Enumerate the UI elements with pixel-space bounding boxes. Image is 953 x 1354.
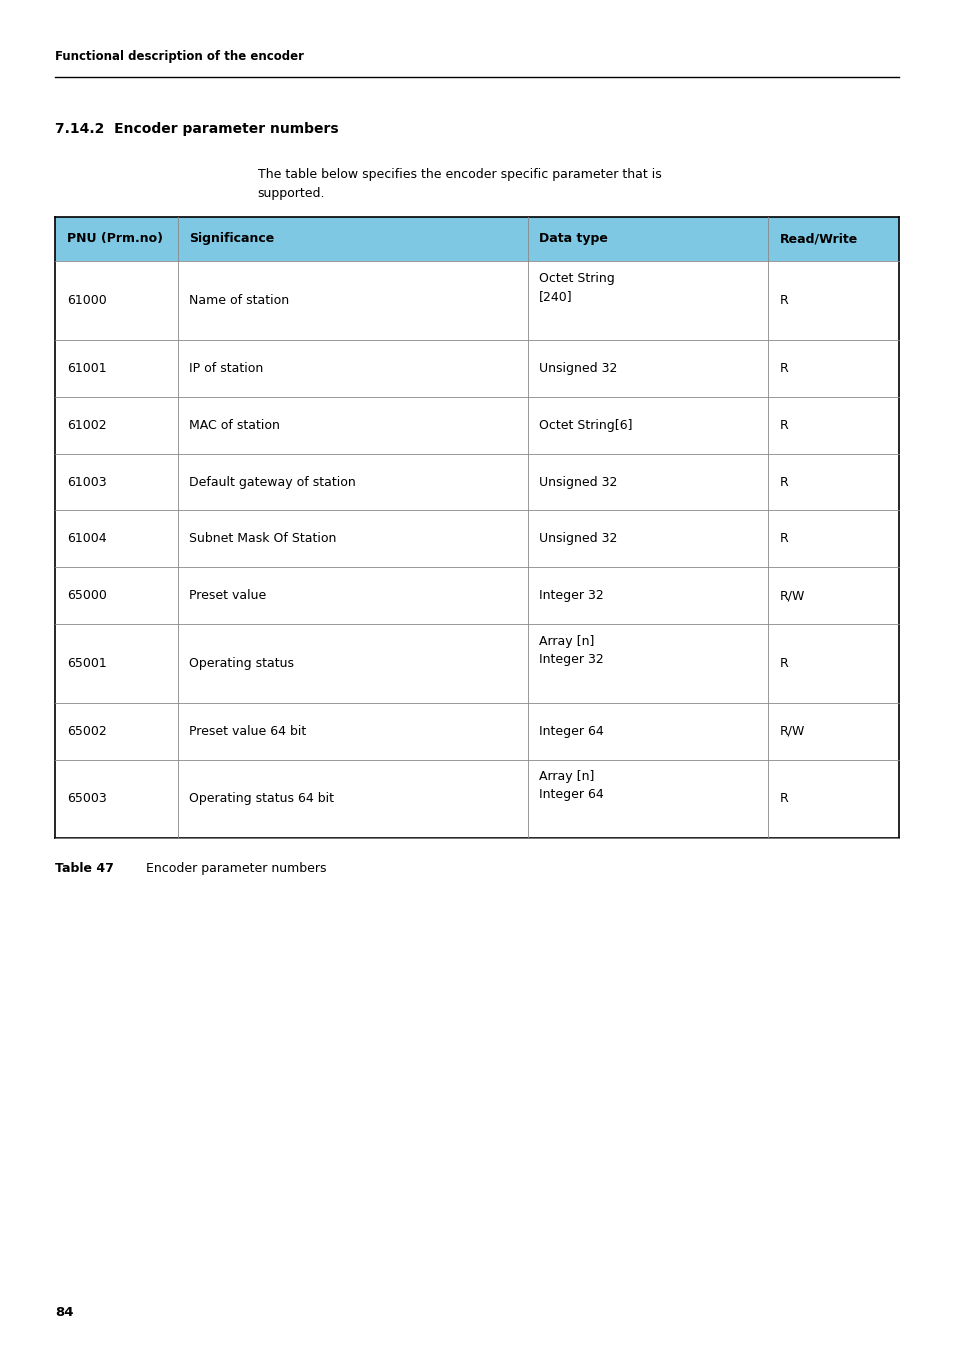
Text: PNU (Prm.no): PNU (Prm.no)	[67, 233, 163, 245]
Text: 61000: 61000	[67, 294, 107, 307]
Text: 7.14.2  Encoder parameter numbers: 7.14.2 Encoder parameter numbers	[55, 122, 338, 135]
Text: R: R	[779, 418, 787, 432]
Bar	[767, 703, 898, 760]
Text: Preset value: Preset value	[189, 589, 266, 603]
Bar	[55, 397, 177, 454]
Text: 61003: 61003	[67, 475, 107, 489]
Text: MAC of station: MAC of station	[189, 418, 279, 432]
Bar	[527, 454, 767, 510]
Bar	[55, 261, 177, 340]
Bar	[767, 454, 898, 510]
Text: 61002: 61002	[67, 418, 107, 432]
Text: R: R	[779, 657, 787, 670]
Text: 84: 84	[55, 1305, 73, 1319]
Bar	[527, 703, 767, 760]
Text: Integer 64: Integer 64	[538, 724, 603, 738]
Text: Name of station: Name of station	[189, 294, 289, 307]
Bar	[55, 340, 177, 397]
Bar	[767, 624, 898, 703]
Text: Octet String
[240]: Octet String [240]	[538, 272, 614, 303]
Text: Unsigned 32: Unsigned 32	[538, 532, 617, 546]
Bar	[177, 261, 527, 340]
Text: 65003: 65003	[67, 792, 107, 806]
Text: 61001: 61001	[67, 362, 107, 375]
Bar	[767, 397, 898, 454]
Bar	[767, 760, 898, 838]
Text: Array [n]
Integer 64: Array [n] Integer 64	[538, 770, 603, 802]
Text: Octet String[6]: Octet String[6]	[538, 418, 632, 432]
Bar	[55, 454, 177, 510]
Text: R/W: R/W	[779, 589, 804, 603]
Bar	[527, 567, 767, 624]
Text: 65000: 65000	[67, 589, 107, 603]
Bar	[177, 760, 527, 838]
Text: R/W: R/W	[779, 724, 804, 738]
Text: Significance: Significance	[189, 233, 274, 245]
Text: R: R	[779, 792, 787, 806]
Text: Operating status 64 bit: Operating status 64 bit	[189, 792, 334, 806]
Bar	[177, 397, 527, 454]
Text: IP of station: IP of station	[189, 362, 263, 375]
Bar	[55, 703, 177, 760]
Text: The table below specifies the encoder specific parameter that is
supported.: The table below specifies the encoder sp…	[257, 168, 660, 200]
Bar	[527, 760, 767, 838]
Bar	[177, 624, 527, 703]
Bar	[55, 217, 177, 261]
Bar	[767, 510, 898, 567]
Bar	[527, 261, 767, 340]
Text: 65001: 65001	[67, 657, 107, 670]
Bar	[527, 397, 767, 454]
Text: Table 47: Table 47	[55, 862, 114, 876]
Text: Encoder parameter numbers: Encoder parameter numbers	[146, 862, 326, 876]
Text: Functional description of the encoder: Functional description of the encoder	[55, 50, 304, 64]
Bar	[177, 567, 527, 624]
Text: Default gateway of station: Default gateway of station	[189, 475, 355, 489]
Text: R: R	[779, 294, 787, 307]
Bar	[55, 567, 177, 624]
Text: 61004: 61004	[67, 532, 107, 546]
Text: R: R	[779, 475, 787, 489]
Bar	[177, 217, 527, 261]
Text: R: R	[779, 532, 787, 546]
Bar	[55, 510, 177, 567]
Text: Operating status: Operating status	[189, 657, 294, 670]
Bar	[177, 703, 527, 760]
Bar	[55, 760, 177, 838]
Bar	[55, 624, 177, 703]
Text: Integer 32: Integer 32	[538, 589, 603, 603]
Text: Array [n]
Integer 32: Array [n] Integer 32	[538, 635, 603, 666]
Text: R: R	[779, 362, 787, 375]
Bar	[177, 510, 527, 567]
Text: Data type: Data type	[538, 233, 607, 245]
Bar	[177, 454, 527, 510]
Text: Preset value 64 bit: Preset value 64 bit	[189, 724, 306, 738]
Bar	[527, 624, 767, 703]
Text: Unsigned 32: Unsigned 32	[538, 475, 617, 489]
Text: 65002: 65002	[67, 724, 107, 738]
Text: Subnet Mask Of Station: Subnet Mask Of Station	[189, 532, 336, 546]
Bar	[527, 510, 767, 567]
Text: Unsigned 32: Unsigned 32	[538, 362, 617, 375]
Bar	[527, 340, 767, 397]
Bar	[767, 340, 898, 397]
Bar	[177, 340, 527, 397]
Bar	[767, 217, 898, 261]
Bar	[767, 567, 898, 624]
Bar	[527, 217, 767, 261]
Text: Read/Write: Read/Write	[779, 233, 857, 245]
Bar	[767, 261, 898, 340]
